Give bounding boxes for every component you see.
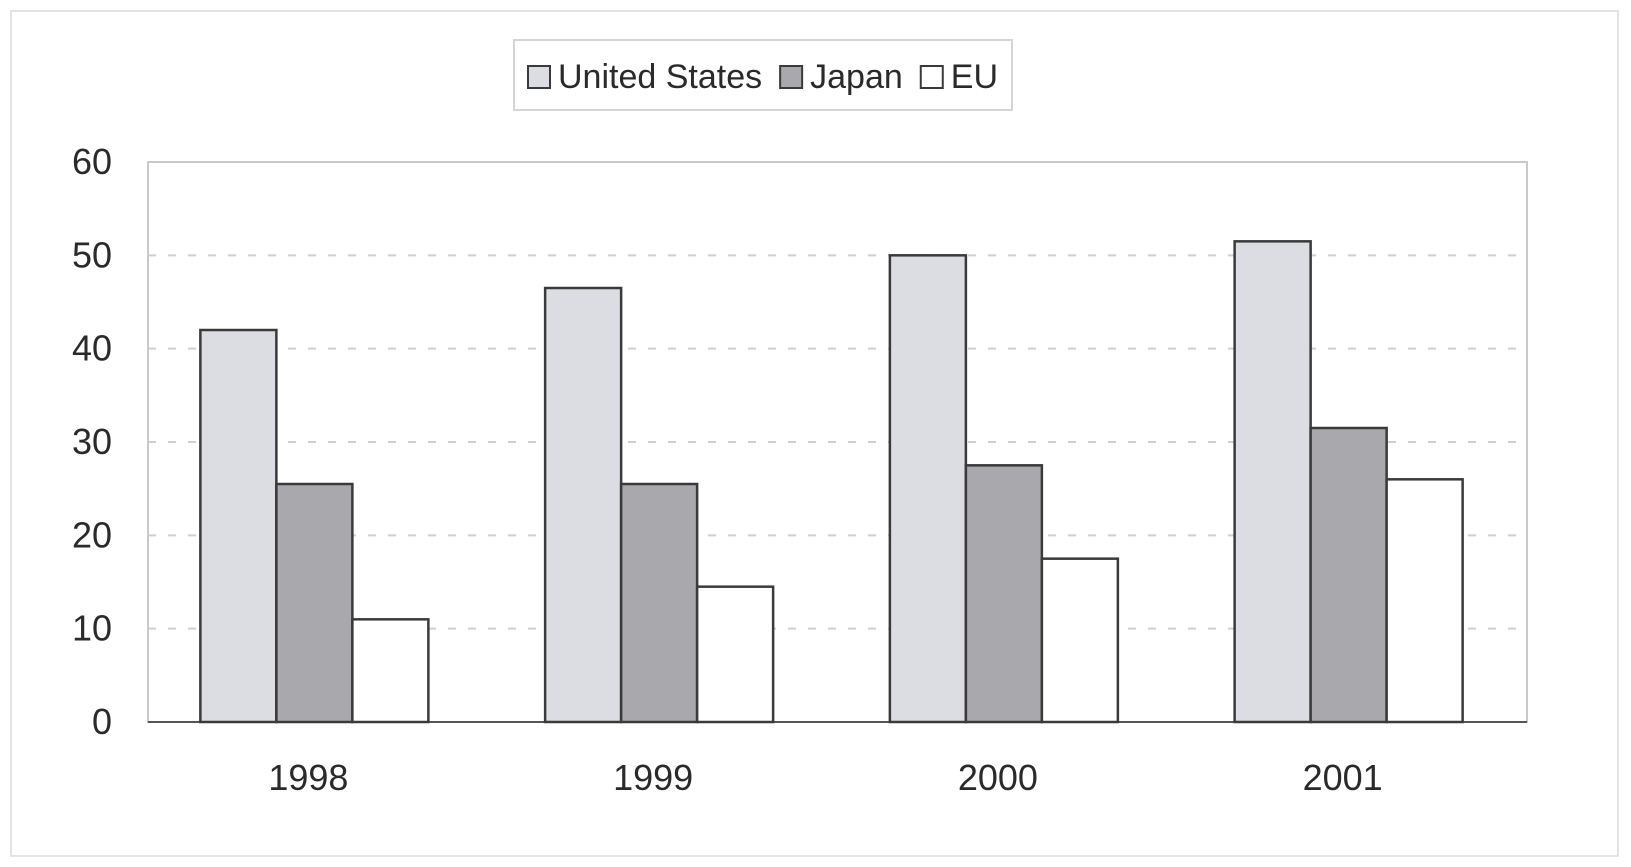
legend-swatch — [527, 65, 551, 89]
legend-swatch — [779, 65, 804, 89]
legend-label: EU — [951, 58, 998, 96]
y-tick-label: 50 — [72, 234, 112, 275]
y-tick-label: 20 — [72, 514, 112, 555]
legend-label: Japan — [810, 58, 903, 96]
legend-label: United States — [558, 58, 762, 96]
bar — [1385, 478, 1464, 724]
y-axis-ticks: 0 10 20 30 40 50 60 — [72, 141, 112, 742]
bar — [1040, 557, 1120, 724]
bar — [695, 585, 775, 724]
bar — [1233, 240, 1312, 724]
y-tick-label: 60 — [72, 141, 112, 182]
bar — [964, 464, 1044, 724]
y-tick-label: 0 — [92, 701, 112, 742]
bar — [888, 254, 968, 724]
legend: United States Japan EU — [513, 39, 1013, 111]
x-tick-label: 1998 — [268, 757, 348, 798]
bar — [351, 618, 430, 724]
x-tick-label: 1999 — [613, 757, 693, 798]
bar — [619, 482, 699, 724]
bar — [1309, 426, 1388, 724]
legend-swatch — [919, 65, 944, 89]
bars — [199, 240, 1464, 724]
chart-frame: United States Japan EU 0 10 20 30 40 50 60 1998 1… — [10, 10, 1619, 857]
x-tick-label: 2000 — [958, 757, 1038, 798]
x-axis-ticks: 1998 1999 2000 2001 — [268, 757, 1382, 798]
bar — [275, 482, 354, 724]
y-tick-label: 30 — [72, 421, 112, 462]
bar — [199, 328, 278, 724]
y-tick-label: 10 — [72, 608, 112, 649]
y-tick-label: 40 — [72, 328, 112, 369]
x-tick-label: 2001 — [1303, 757, 1383, 798]
bar — [543, 286, 623, 724]
